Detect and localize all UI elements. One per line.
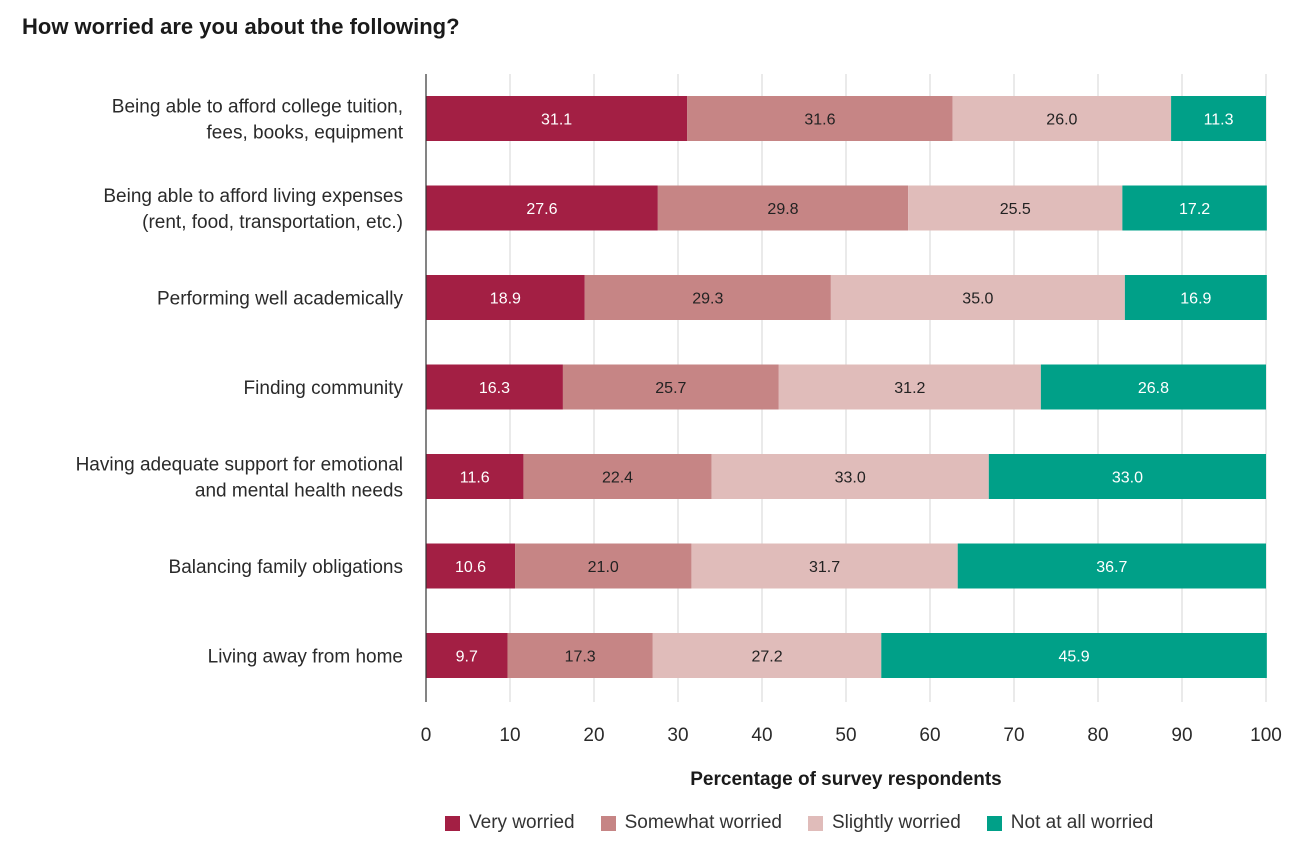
x-tick-label: 50 [835, 725, 856, 746]
data-label: 25.7 [655, 380, 686, 397]
category-label: Being able to afford college tuition, [112, 97, 403, 118]
bar-4-somewhat-worried [562, 364, 779, 410]
x-axis-title: Percentage of survey respondents [690, 769, 1002, 790]
bar-3-somewhat-worried [584, 275, 831, 320]
bar-4-very-worried [426, 364, 563, 410]
bar-7-not-at-all-worried [881, 633, 1267, 678]
legend-swatch [807, 815, 823, 831]
legend: Very worried Somewhat worried Slightly wor… [445, 812, 1153, 834]
bar-1-very-worried [426, 96, 688, 141]
data-label: 25.5 [1000, 201, 1031, 218]
bar-1-slightly-worried [952, 96, 1172, 141]
bar-6-not-at-all-worried [957, 543, 1266, 589]
bar-5-slightly-worried [711, 454, 989, 499]
legend-item-somewhat-worried: Somewhat worried [600, 812, 782, 834]
bar-4-slightly-worried [778, 364, 1041, 410]
data-label: 18.9 [490, 291, 521, 308]
data-label: 31.2 [894, 380, 925, 397]
data-label: 16.3 [479, 380, 510, 397]
x-tick-label: 100 [1250, 725, 1282, 746]
data-label: 27.6 [526, 201, 557, 218]
legend-label: Very worried [469, 812, 575, 833]
bar-2-not-at-all-worried [1122, 185, 1267, 231]
data-label: 11.3 [1204, 112, 1234, 129]
bar-7-very-worried [426, 633, 508, 678]
data-label: 16.9 [1180, 291, 1211, 308]
bar-7-somewhat-worried [507, 633, 653, 678]
legend-item-slightly-worried: Slightly worried [807, 812, 961, 834]
data-label: 31.6 [804, 112, 835, 129]
bar-2-somewhat-worried [657, 185, 909, 231]
x-tick-label: 20 [583, 725, 604, 746]
bar-6-somewhat-worried [515, 543, 692, 589]
category-label: Living away from home [208, 647, 403, 668]
data-label: 26.8 [1138, 380, 1169, 397]
bar-3-not-at-all-worried [1124, 275, 1267, 320]
data-label: 29.3 [692, 291, 723, 308]
x-tick-label: 90 [1171, 725, 1192, 746]
data-label: 11.6 [460, 470, 490, 487]
legend-label: Slightly worried [831, 812, 961, 833]
x-tick-label: 30 [667, 725, 688, 746]
data-label: 26.0 [1046, 112, 1077, 129]
data-label: 33.0 [835, 470, 866, 487]
category-label: and mental health needs [195, 481, 403, 502]
bar-5-very-worried [426, 454, 524, 499]
bar-2-very-worried [426, 185, 658, 231]
data-label: 27.2 [751, 649, 782, 666]
category-label: Having adequate support for emotional [76, 455, 403, 476]
category-label: Being able to afford living expenses [103, 186, 403, 207]
bar-4-not-at-all-worried [1040, 364, 1266, 410]
bar-3-very-worried [426, 275, 585, 320]
category-label: (rent, food, transportation, etc.) [142, 212, 403, 233]
bar-2-slightly-worried [908, 185, 1123, 231]
x-tick-label: 10 [499, 725, 520, 746]
legend-swatch [445, 815, 460, 831]
chart-title: How worried are you about the following? [22, 14, 460, 39]
data-label: 29.8 [767, 201, 798, 218]
data-label: 35.0 [962, 291, 993, 308]
legend-item-not-at-all-worried: Not at all worried [986, 812, 1154, 834]
legend-item-very-worried: Very worried [445, 812, 575, 834]
data-label: 17.3 [565, 649, 596, 666]
bar-6-very-worried [426, 543, 516, 589]
data-label: 36.7 [1096, 559, 1127, 576]
data-label: 31.1 [541, 112, 572, 129]
data-label: 33.0 [1112, 470, 1143, 487]
data-label: 9.7 [456, 649, 478, 666]
data-label: 17.2 [1179, 201, 1210, 218]
bar-1-not-at-all-worried [1171, 96, 1266, 141]
legend-swatch [600, 815, 616, 831]
data-label: 31.7 [809, 559, 840, 576]
legend-swatch [986, 815, 1002, 831]
data-label: 10.6 [455, 559, 486, 576]
data-label: 45.9 [1058, 649, 1089, 666]
bar-7-slightly-worried [652, 633, 882, 678]
x-tick-label: 60 [919, 725, 940, 746]
legend-label: Somewhat worried [624, 812, 782, 833]
category-label: Performing well academically [157, 289, 404, 310]
category-label: Balancing family obligations [169, 557, 403, 578]
bar-5-not-at-all-worried [988, 454, 1266, 499]
bar-1-somewhat-worried [687, 96, 953, 141]
x-tick-label: 40 [751, 725, 772, 746]
data-label: 21.0 [588, 559, 619, 576]
x-tick-label: 0 [421, 725, 432, 746]
legend-label: Not at all worried [1010, 812, 1154, 833]
x-tick-label: 80 [1087, 725, 1108, 746]
data-label: 22.4 [602, 470, 633, 487]
bar-3-slightly-worried [830, 275, 1125, 320]
bar-6-slightly-worried [691, 543, 958, 589]
category-label: Finding community [244, 378, 404, 399]
bar-5-somewhat-worried [523, 454, 712, 499]
category-label: fees, books, equipment [207, 123, 404, 144]
x-tick-label: 70 [1003, 725, 1024, 746]
